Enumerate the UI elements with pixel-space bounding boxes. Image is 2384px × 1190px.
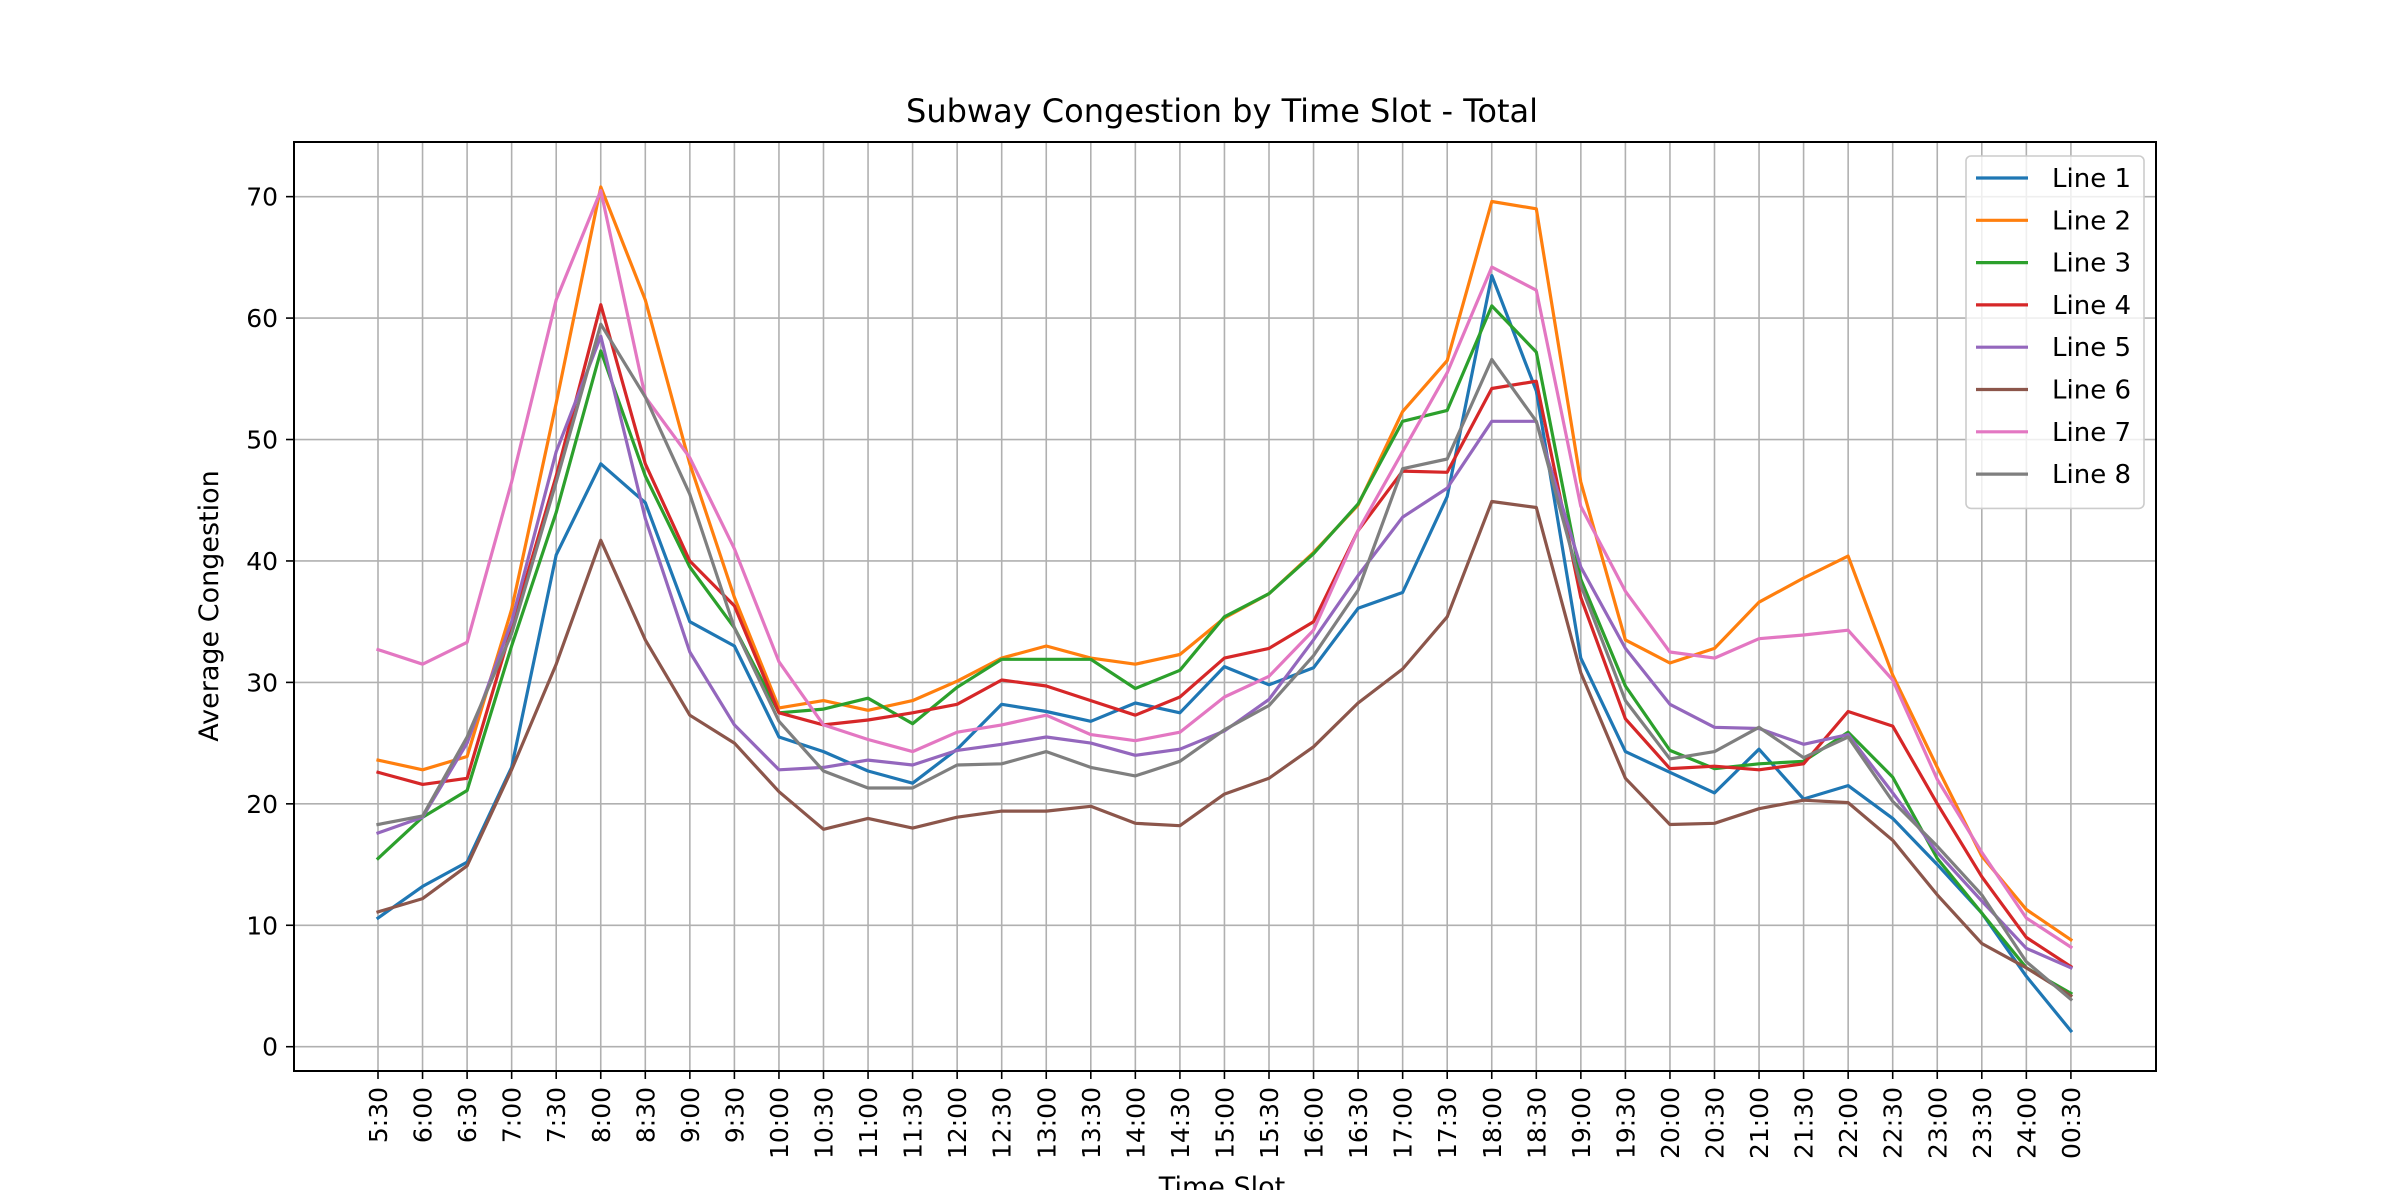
x-tick-label: 22:30 xyxy=(1879,1087,1908,1159)
x-tick-label: 17:00 xyxy=(1389,1087,1418,1159)
x-tick-label: 8:30 xyxy=(631,1087,660,1143)
x-tick-label: 00:30 xyxy=(2057,1087,2086,1159)
x-tick-label: 9:30 xyxy=(720,1087,749,1143)
y-tick-label: 30 xyxy=(246,668,278,697)
x-tick-label: 24:00 xyxy=(2012,1087,2041,1159)
x-tick-label: 19:00 xyxy=(1567,1087,1596,1159)
x-tick-label: 21:00 xyxy=(1745,1087,1774,1159)
x-tick-label: 19:30 xyxy=(1611,1087,1640,1159)
x-tick-label: 15:00 xyxy=(1210,1087,1239,1159)
legend-label: Line 3 xyxy=(2052,249,2131,279)
chart-title: Subway Congestion by Time Slot - Total xyxy=(906,92,1538,130)
x-tick-label: 13:30 xyxy=(1077,1087,1106,1159)
x-tick-label: 23:00 xyxy=(1923,1087,1952,1159)
x-tick-label: 15:30 xyxy=(1255,1087,1284,1159)
grid xyxy=(294,142,2156,1071)
series-line-6 xyxy=(376,499,2074,998)
x-tick-label: 10:00 xyxy=(765,1087,794,1159)
x-tick-label: 6:30 xyxy=(453,1087,482,1143)
x-tick-label: 17:30 xyxy=(1433,1087,1462,1159)
legend-label: Line 4 xyxy=(2052,291,2131,321)
y-tick-label: 40 xyxy=(246,547,278,576)
legend: Line 1 Line 2 Line 3 Line 4 Line 5 Line 6 Line… xyxy=(1965,155,2145,510)
x-tick-label: 16:00 xyxy=(1300,1087,1329,1159)
x-tick-label: 7:30 xyxy=(542,1087,571,1143)
x-axis-ticks: 5:30 6:00 6:30 7:00 7:30 8:00 8:30 9:00 9:30 10:0… xyxy=(364,1071,2086,1159)
x-tick-label: 11:30 xyxy=(899,1087,928,1159)
x-tick-label: 20:30 xyxy=(1701,1087,1730,1159)
legend-label: Line 7 xyxy=(2052,418,2131,448)
x-tick-label: 8:00 xyxy=(587,1087,616,1143)
x-tick-label: 23:30 xyxy=(1968,1087,1997,1159)
x-tick-label: 12:30 xyxy=(988,1087,1017,1159)
y-tick-label: 10 xyxy=(246,911,278,940)
x-tick-label: 18:00 xyxy=(1478,1087,1507,1159)
x-tick-label: 5:30 xyxy=(364,1087,393,1143)
y-axis-ticks: 0 10 20 30 40 50 60 70 xyxy=(246,183,294,1062)
series-group xyxy=(375,185,2074,1034)
legend-label: Line 5 xyxy=(2052,333,2131,363)
y-tick-label: 60 xyxy=(246,304,278,333)
series-line-1 xyxy=(375,274,2074,1034)
x-tick-label: 12:00 xyxy=(943,1087,972,1159)
series-line-8 xyxy=(376,322,2074,1002)
x-tick-label: 9:00 xyxy=(676,1087,705,1143)
x-tick-label: 20:00 xyxy=(1656,1087,1685,1159)
legend-label: Line 2 xyxy=(2052,206,2131,236)
series-line-7 xyxy=(375,189,2074,950)
x-tick-label: 14:00 xyxy=(1121,1087,1150,1159)
legend-box xyxy=(1965,155,2145,510)
x-tick-label: 6:00 xyxy=(409,1087,438,1143)
legend-label: Line 1 xyxy=(2052,164,2131,194)
y-tick-label: 50 xyxy=(246,426,278,455)
y-tick-label: 70 xyxy=(246,183,278,212)
y-axis-label: Average Congestion xyxy=(194,470,225,741)
legend-label: Line 8 xyxy=(2052,460,2131,490)
x-tick-label: 13:00 xyxy=(1032,1087,1061,1159)
legend-label: Line 6 xyxy=(2052,376,2131,406)
x-tick-label: 10:30 xyxy=(810,1087,839,1159)
series-line-3 xyxy=(375,304,2074,996)
x-tick-label: 21:30 xyxy=(1790,1087,1819,1159)
x-tick-label: 7:00 xyxy=(498,1087,527,1143)
x-tick-label: 18:30 xyxy=(1522,1087,1551,1159)
x-axis-label: Time Slot xyxy=(1158,1172,1285,1190)
x-tick-label: 11:00 xyxy=(854,1087,883,1159)
x-tick-label: 22:00 xyxy=(1834,1087,1863,1159)
y-tick-label: 20 xyxy=(246,790,278,819)
y-tick-label: 0 xyxy=(262,1033,278,1062)
x-tick-label: 14:30 xyxy=(1166,1087,1195,1159)
x-tick-label: 16:30 xyxy=(1344,1087,1373,1159)
series-line-4 xyxy=(376,303,2074,969)
